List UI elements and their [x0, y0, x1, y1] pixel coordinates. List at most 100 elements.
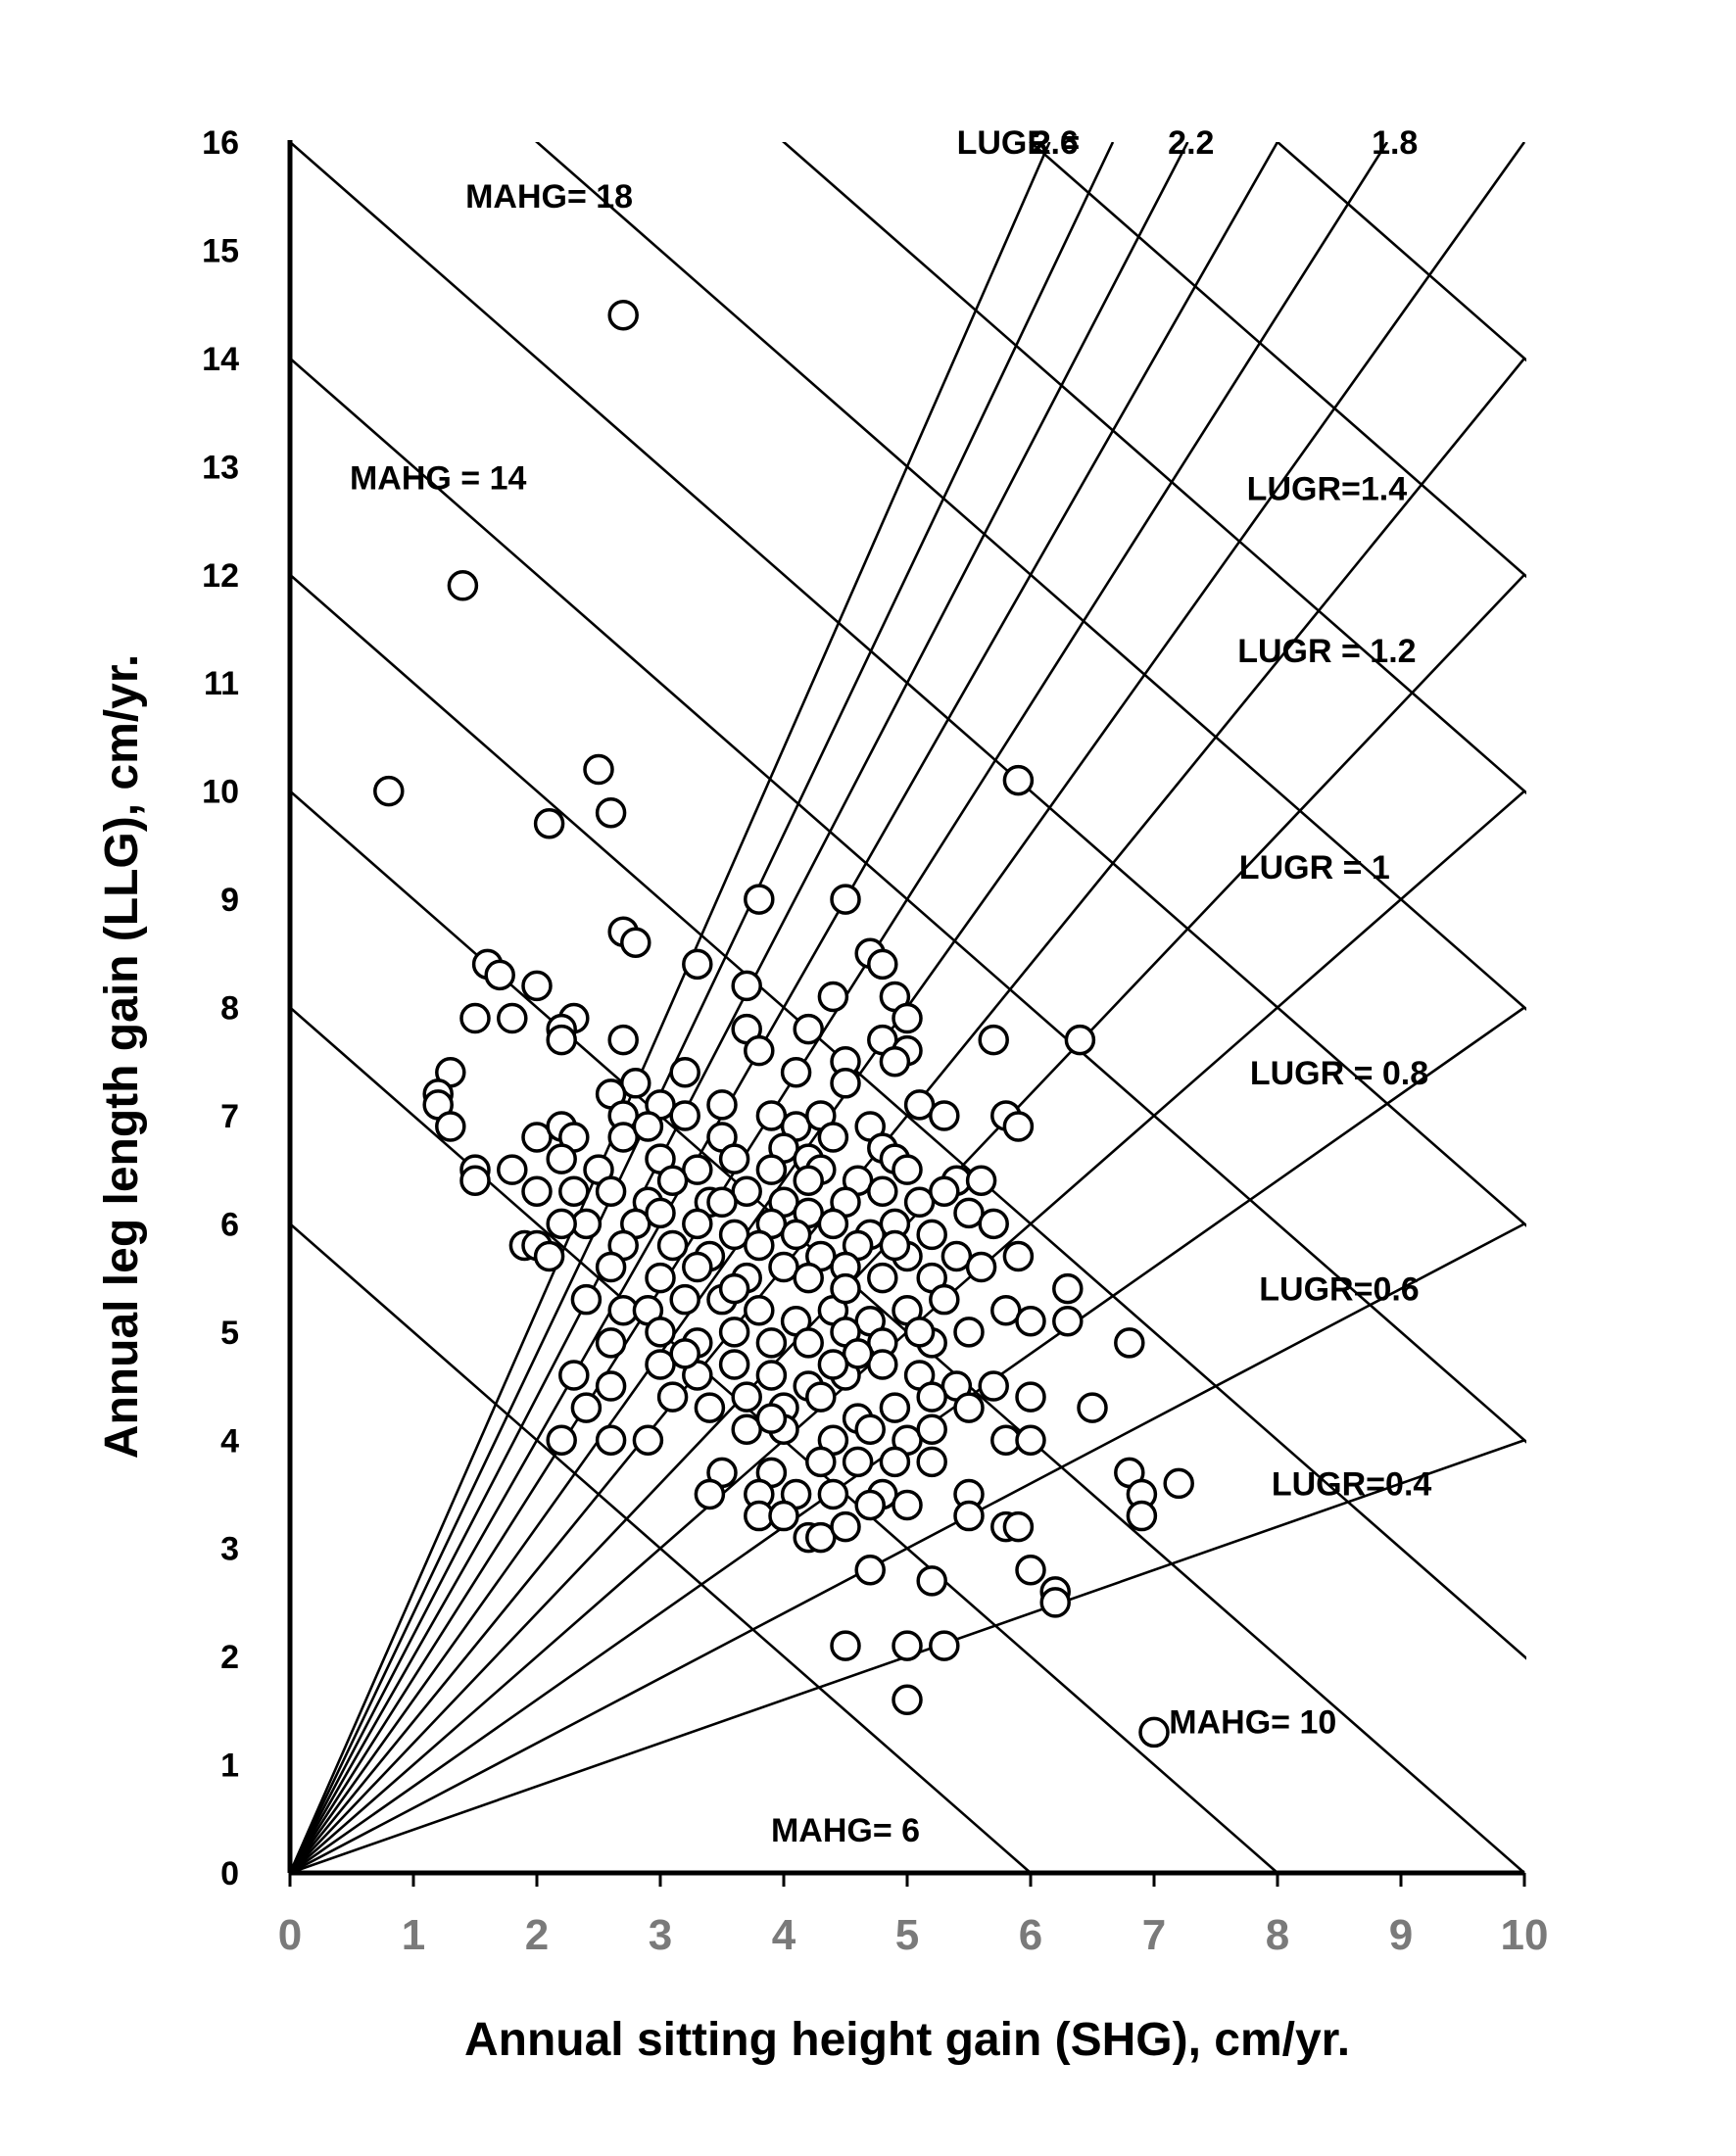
data-point	[645, 1197, 676, 1229]
lugr-line	[290, 142, 1189, 1874]
data-point	[1064, 1024, 1096, 1056]
data-point	[965, 1251, 997, 1283]
data-point	[583, 753, 614, 786]
data-point	[1138, 1716, 1170, 1749]
data-point	[607, 1024, 639, 1056]
y-tick-label: 11	[204, 665, 239, 702]
data-point	[755, 1154, 788, 1185]
data-point	[755, 1327, 788, 1359]
data-point	[645, 1262, 676, 1294]
data-point	[830, 1272, 861, 1305]
data-point	[854, 1413, 886, 1445]
data-point	[669, 1100, 700, 1131]
data-point	[879, 1229, 911, 1262]
data-point	[842, 1446, 874, 1478]
data-point	[546, 1024, 577, 1056]
data-point	[867, 1175, 898, 1207]
data-point	[916, 1219, 947, 1251]
lugr-line	[290, 1222, 1525, 1875]
data-point	[656, 1229, 689, 1262]
data-point	[854, 1555, 886, 1586]
mahg-line	[782, 142, 1526, 795]
data-point	[1002, 764, 1035, 796]
data-point	[817, 1349, 849, 1380]
data-point	[718, 1317, 750, 1348]
data-point	[780, 1057, 812, 1088]
data-point	[953, 1317, 985, 1348]
data-point	[755, 1403, 788, 1434]
annotation-label: MAHG= 18	[465, 178, 633, 216]
data-point	[546, 1424, 577, 1456]
y-tick-label: 3	[220, 1531, 239, 1568]
x-tick-label: 3	[649, 1911, 672, 1959]
data-point	[546, 1208, 577, 1240]
data-point	[682, 1251, 713, 1283]
data-point	[1002, 1111, 1035, 1142]
data-point	[558, 1360, 590, 1391]
data-point	[916, 1381, 947, 1413]
data-point	[929, 1630, 960, 1661]
lugr-line	[290, 142, 1279, 1874]
annotation-label: MAHG = 14	[350, 459, 527, 497]
data-point	[731, 1381, 762, 1413]
y-tick-label: 2	[220, 1639, 239, 1676]
data-point	[656, 1381, 689, 1413]
data-point	[929, 1175, 960, 1207]
data-point	[793, 1327, 824, 1359]
data-point	[903, 1317, 936, 1348]
data-point	[620, 927, 651, 958]
data-point	[793, 1165, 824, 1196]
data-point	[1015, 1381, 1046, 1413]
data-point	[1039, 1587, 1071, 1618]
y-tick-label: 10	[202, 774, 239, 811]
data-point	[892, 1489, 923, 1521]
data-point	[830, 1510, 861, 1543]
data-point	[953, 1392, 985, 1423]
data-point	[892, 1684, 923, 1716]
data-point	[830, 1068, 861, 1099]
data-point	[978, 1370, 1009, 1402]
data-point	[817, 981, 849, 1013]
data-point	[1163, 1467, 1194, 1500]
data-point	[1002, 1240, 1035, 1272]
data-point	[497, 1154, 528, 1185]
mahg-line	[1276, 142, 1526, 362]
annotation-label: MAHG= 6	[771, 1812, 920, 1849]
annotation-label: LUGR =	[957, 124, 1081, 162]
data-point	[694, 1478, 726, 1510]
y-tick-label: 12	[202, 557, 239, 595]
data-point	[830, 884, 861, 915]
x-tick-label: 5	[895, 1911, 919, 1959]
data-point	[978, 1208, 1009, 1240]
annotation-label: 2.2	[1168, 124, 1214, 162]
data-point	[892, 1002, 923, 1034]
data-point	[1015, 1424, 1046, 1456]
data-point	[879, 1446, 911, 1478]
y-tick-label: 9	[220, 882, 239, 919]
annotation-label: LUGR=1.4	[1247, 470, 1408, 507]
y-tick-label: 5	[220, 1315, 239, 1352]
data-point	[459, 1165, 491, 1196]
annotation-label: LUGR = 1	[1239, 849, 1390, 886]
data-point	[744, 1294, 775, 1326]
y-tick-label: 0	[220, 1855, 239, 1892]
data-point	[1077, 1392, 1108, 1423]
data-point	[546, 1143, 577, 1174]
data-point	[854, 1489, 886, 1521]
x-tick-label: 2	[525, 1911, 549, 1959]
axis-labels: Annual sitting height gain (SHG), cm/yr.…	[96, 654, 1350, 2066]
data-point	[706, 1089, 738, 1121]
y-tick-label: 16	[202, 124, 239, 162]
axes	[287, 140, 1526, 1887]
data-point	[595, 1327, 627, 1359]
x-tick-label: 9	[1389, 1911, 1413, 1959]
data-point	[731, 970, 762, 1002]
data-point	[521, 970, 553, 1002]
lugr-line	[290, 142, 1051, 1874]
data-point	[916, 1446, 947, 1478]
data-point	[718, 1349, 750, 1380]
data-point	[447, 570, 479, 601]
data-point	[570, 1392, 603, 1423]
